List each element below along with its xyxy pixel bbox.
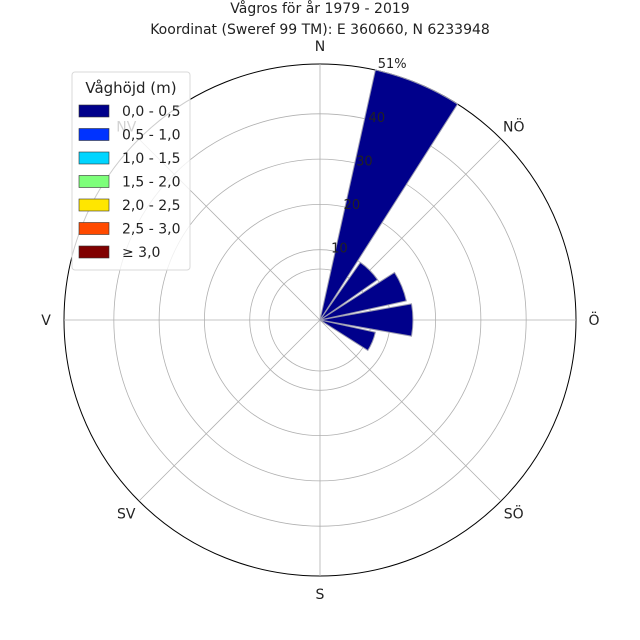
legend-label: 1,5 - 2,0 <box>122 175 180 191</box>
windrose-bar <box>319 261 379 321</box>
legend-swatch <box>78 198 110 212</box>
radial-tick-label: 51% <box>378 57 407 72</box>
legend-swatch <box>78 175 110 188</box>
direction-label: SV <box>117 507 136 523</box>
radial-tick-label: 10 <box>331 241 348 256</box>
chart-subtitle: Koordinat (Sweref 99 TM): E 360660, N 62… <box>150 22 490 38</box>
chart-title: Vågros för år 1979 - 2019 <box>230 0 409 17</box>
radial-tick-label: 30 <box>356 154 373 169</box>
legend-swatch <box>78 245 110 259</box>
windrose-bar <box>319 319 376 352</box>
legend-swatch <box>78 222 110 235</box>
direction-label: S <box>316 587 325 603</box>
direction-label: V <box>41 313 51 329</box>
legend-box <box>71 71 191 271</box>
legend-label: ≥ 3,0 <box>122 245 160 261</box>
spoke-gridline <box>138 319 321 502</box>
direction-label: NÖ <box>503 117 525 135</box>
legend-label: 0,5 - 1,0 <box>122 128 180 144</box>
direction-label: Ö <box>588 311 599 329</box>
windrose-bars <box>319 69 459 352</box>
radial-tick-label: 40 <box>369 111 386 126</box>
legend-label: 2,5 - 3,0 <box>122 222 180 238</box>
windrose-bar <box>319 303 414 337</box>
legend-label: 1,0 - 1,5 <box>122 151 180 167</box>
legend-title: Våghöjd (m) <box>85 79 176 97</box>
radial-tick-labels: 10 20 30 40 51% <box>331 57 407 256</box>
legend-swatch <box>78 128 110 141</box>
legend-label: 2,0 - 2,5 <box>122 198 180 214</box>
legend-label: 0,0 - 0,5 <box>122 104 180 120</box>
spoke-gridline <box>319 319 502 502</box>
legend-swatch <box>78 151 110 165</box>
windrose-bar <box>319 271 407 321</box>
legend-swatch <box>78 104 110 118</box>
direction-label: SÖ <box>504 505 524 523</box>
direction-label: N <box>315 39 325 55</box>
windrose-bar <box>319 69 459 321</box>
radial-tick-label: 20 <box>344 198 361 213</box>
legend: Våghöjd (m) 0,0 - 0,5 0,5 - 1,0 1,0 - 1,5 1,… <box>71 71 191 271</box>
